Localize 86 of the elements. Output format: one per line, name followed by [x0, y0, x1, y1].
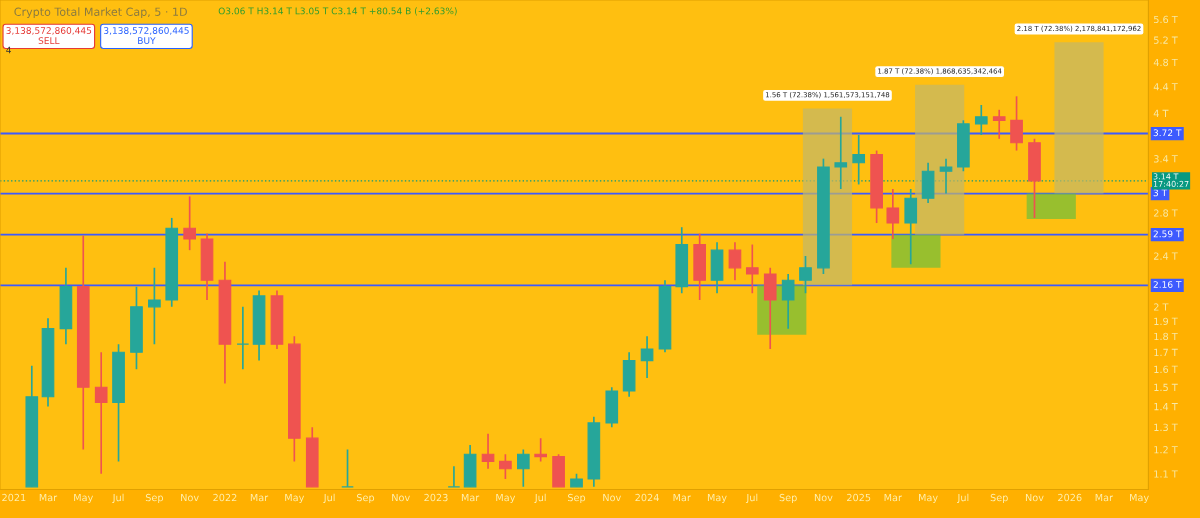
y-tick-label: 1.3 T: [1154, 423, 1178, 432]
candlestick: [481, 432, 495, 470]
y-tick-label: 2.4 T: [1153, 252, 1178, 260]
x-tick-label: Jul: [112, 493, 124, 504]
candlestick: [992, 108, 1006, 140]
candlestick: [728, 241, 742, 282]
candlestick: [781, 273, 795, 330]
x-tick-label: Sep: [779, 493, 797, 504]
candlestick: [236, 306, 250, 371]
candlestick: [94, 351, 108, 475]
y-tick-label: 2.8 T: [1153, 209, 1178, 217]
ref-line-label: 2.59 T: [1153, 230, 1182, 238]
x-tick-label: Nov: [392, 493, 410, 502]
bar: [1026, 193, 1076, 219]
candlestick: [183, 195, 197, 252]
x-tick-label: Jul: [534, 493, 546, 504]
candlestick: [886, 188, 900, 240]
x-tick-label: 2023: [424, 493, 448, 502]
x-tick-label: Sep: [990, 493, 1008, 504]
x-tick-label: Nov: [814, 493, 833, 502]
y-tick-label: 4.4 T: [1153, 83, 1178, 91]
x-tick-label: 2025: [847, 493, 871, 502]
x-tick-label: Mar: [461, 493, 480, 502]
x-tick-label: Nov: [603, 493, 621, 502]
x-tick-label: Jul: [323, 493, 335, 504]
y-tick-label: 5.6 T: [1154, 15, 1178, 24]
x-tick-label: Sep: [567, 493, 586, 504]
y-tick-label: 1.7 T: [1154, 348, 1178, 356]
candlestick: [852, 134, 866, 186]
x-tick-label: May: [918, 493, 938, 504]
y-tick-label: 1.8 T: [1154, 332, 1178, 341]
annotation: 3,138,572,860,445 SELL: [6, 27, 92, 45]
x-tick-label: 2026: [1058, 493, 1082, 502]
x-tick-label: May: [285, 493, 305, 504]
x-tick-label: 2021: [2, 493, 26, 502]
x-tick-label: Mar: [250, 493, 269, 502]
bar: [891, 234, 941, 268]
candlestick: [974, 104, 988, 136]
x-tick-label: May: [496, 493, 516, 504]
ref-line-label: 3.72 T: [1153, 129, 1182, 137]
x-tick-label: May: [1130, 493, 1149, 504]
y-tick-label: 3.4 T: [1154, 155, 1178, 163]
x-tick-label: Sep: [356, 493, 375, 504]
ref-line-label: 2.16 T: [1153, 281, 1182, 288]
annotation: 3,138,572,860,445 BUY: [104, 27, 189, 45]
ref-line-label: 3.14 T 17:40:27: [1153, 173, 1189, 187]
candlestick: [745, 243, 759, 295]
x-tick-label: 2022: [213, 493, 237, 502]
x-tick-label: Jul: [956, 493, 969, 504]
ref-line-label: 3 T: [1153, 189, 1168, 197]
y-tick-label: 1.9 T: [1154, 317, 1178, 326]
y-tick-label: 2 T: [1153, 303, 1169, 311]
candlestick: [799, 255, 812, 295]
y-tick-label: 1.4 T: [1154, 403, 1178, 411]
candlestick: [939, 157, 953, 195]
x-tick-label: May: [707, 493, 727, 504]
bar: [1054, 42, 1104, 194]
x-tick-label: May: [74, 493, 94, 504]
x-tick-label: Mar: [39, 493, 58, 502]
y-tick-label: 1.1 T: [1154, 470, 1178, 478]
x-tick-label: Jul: [745, 493, 758, 504]
y-tick-label: 1.5 T: [1154, 383, 1178, 392]
candlestick: [1010, 95, 1023, 152]
x-tick-label: Mar: [884, 493, 902, 502]
y-tick-label: 1.6 T: [1154, 365, 1178, 374]
text: Crypto Total Market Cap, 5 · 1D: [14, 7, 187, 19]
y-tick-label: 5.2 T: [1154, 36, 1178, 44]
candlestick: [834, 115, 848, 190]
x-tick-label: Sep: [145, 493, 164, 504]
candlestick: [516, 448, 530, 488]
annotation: 4: [6, 46, 11, 54]
candlestick: [640, 335, 654, 379]
candlestick: [534, 437, 547, 463]
y-tick-label: 1.2 T: [1154, 446, 1178, 454]
x-tick-label: Mar: [673, 493, 691, 502]
x-tick-label: Nov: [1025, 493, 1044, 502]
candlestick: [148, 266, 161, 345]
candlestick: [341, 448, 354, 488]
annotation: O3.06 T H3.14 T L3.05 T C3.14 T +80.54 B (+2.63%): [218, 7, 457, 16]
candlestick: [499, 453, 512, 480]
x-tick-label: Nov: [181, 493, 199, 502]
y-tick-label: 4 T: [1153, 109, 1169, 117]
x-tick-label: 2024: [635, 493, 659, 502]
candlestick: [447, 465, 461, 488]
x-tick-label: Mar: [1095, 493, 1114, 502]
y-tick-label: 4.8 T: [1153, 58, 1178, 67]
